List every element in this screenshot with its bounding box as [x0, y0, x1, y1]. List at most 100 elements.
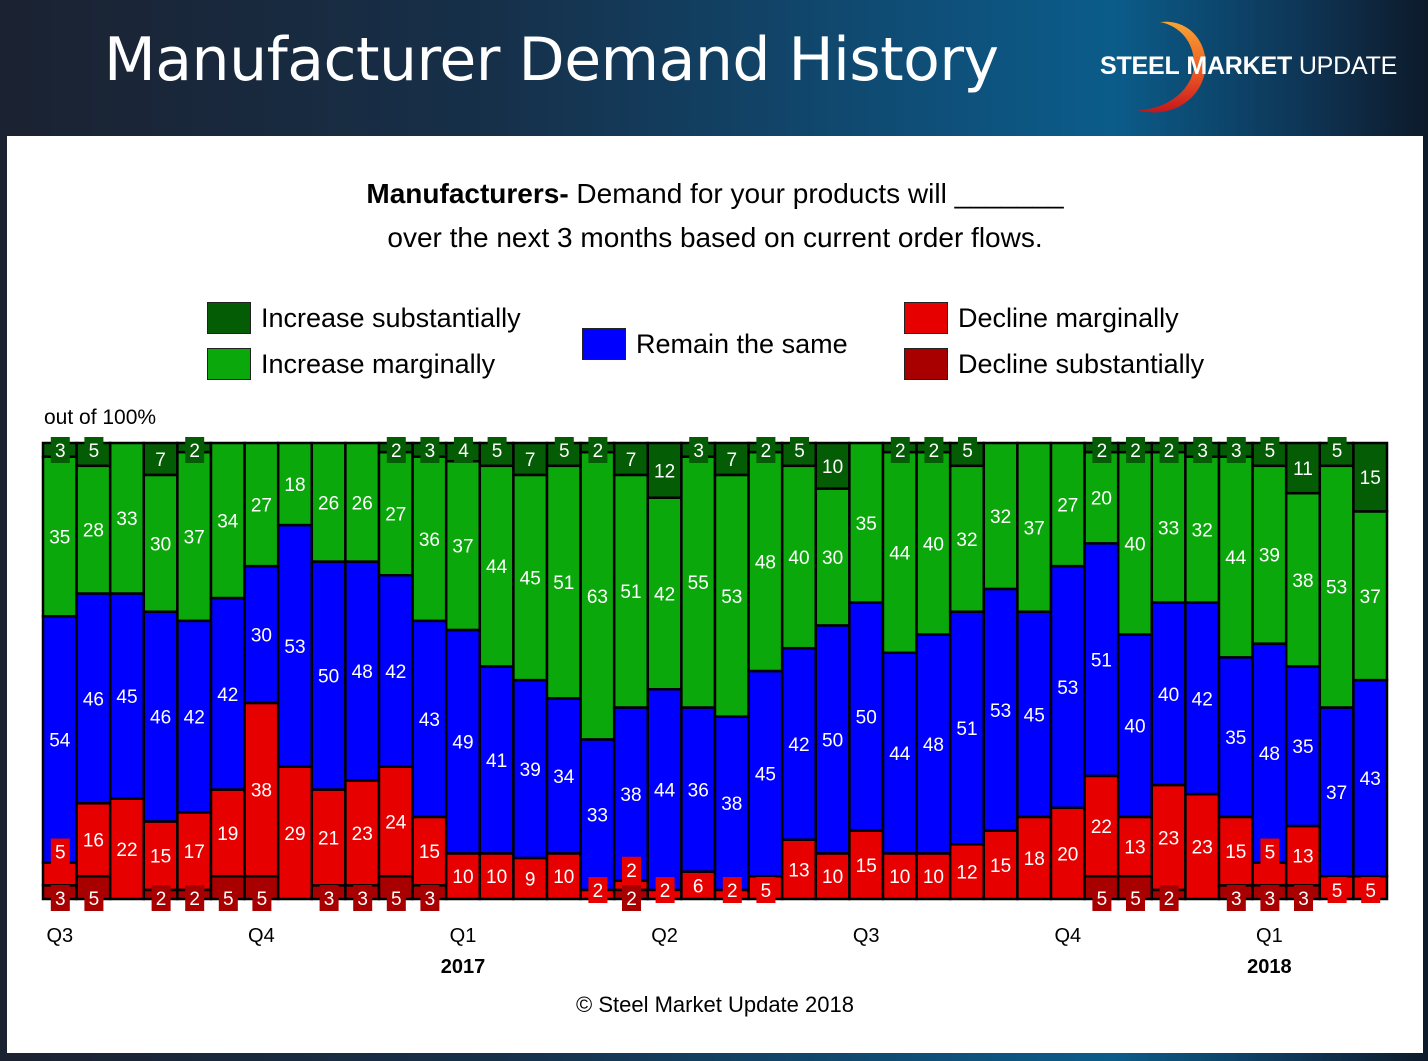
data-label: 5 [1265, 441, 1276, 462]
bars [41, 441, 1389, 901]
data-label-box [722, 877, 742, 903]
data-label-box [386, 437, 406, 463]
data-label: 35 [1292, 737, 1313, 758]
data-label: 2 [626, 861, 637, 882]
data-label: 40 [1158, 685, 1179, 706]
data-label: 2 [189, 889, 200, 910]
data-label: 43 [1360, 769, 1381, 790]
bar-segment-remain-same [881, 651, 918, 855]
data-label-box [50, 838, 70, 865]
data-label: 2 [727, 881, 738, 902]
data-label: 10 [553, 867, 574, 888]
data-label: 5 [89, 889, 100, 910]
logo-word-market: MARKET [1186, 52, 1293, 80]
data-label-box [689, 437, 709, 463]
legend-swatch-icon [904, 302, 948, 334]
data-label: 37 [1360, 587, 1381, 608]
data-label: 45 [520, 569, 541, 590]
bar-5 [176, 441, 213, 901]
data-label: 12 [654, 461, 675, 482]
data-label-box [1327, 437, 1347, 463]
data-label: 5 [89, 441, 100, 462]
data-label: 27 [251, 496, 272, 517]
bar-segment-remain-same [1049, 564, 1086, 810]
stacked-bar-chart: 3554353516462852245332154630721742372519… [41, 437, 1389, 978]
bar-segment-remain-same [344, 560, 381, 782]
data-label: 2 [1164, 889, 1175, 910]
data-label: 15 [150, 847, 171, 868]
copyright: © Steel Market Update 2018 [576, 992, 854, 1017]
data-label-box [1092, 885, 1112, 911]
data-label: 3 [425, 889, 436, 910]
x-axis-ticks: Q3 Q4 Q1 2017 Q2 Q3 Q4 Q1 2018 [46, 925, 1291, 978]
data-label: 15 [1360, 468, 1381, 489]
data-label: 43 [419, 710, 440, 731]
bar-16 [545, 441, 582, 901]
data-label: 51 [1091, 651, 1112, 672]
data-label: 37 [1326, 783, 1347, 804]
x-tick-label: Q3 [853, 925, 880, 947]
bar-segment-remain-same [1284, 665, 1322, 828]
bar-segment-decline-marginally [41, 861, 78, 887]
data-label: 3 [1231, 889, 1242, 910]
data-label: 53 [284, 637, 305, 658]
bar-segment-increase-marginally [176, 450, 213, 623]
x-tick-label: Q2 [651, 925, 678, 947]
data-label: 5 [223, 889, 234, 910]
data-label-box [1260, 838, 1280, 865]
data-label: 53 [1057, 678, 1078, 699]
bar-segment-decline-marginally [512, 856, 549, 901]
x-tick-label: Q1 [450, 925, 477, 947]
logo-text: STEEL MARKET UPDATE [1100, 52, 1397, 81]
bar-3 [108, 441, 146, 901]
data-label: 5 [492, 441, 503, 462]
data-label-box [1126, 437, 1145, 463]
chart-question: Manufacturers- Demand for your products … [7, 172, 1423, 260]
data-label-box [319, 885, 339, 911]
data-label-box [50, 885, 70, 911]
x-year-label: 2018 [1247, 956, 1292, 978]
bar-segment-increase-marginally [915, 450, 952, 636]
bar-segment-decline-marginally [814, 852, 851, 901]
data-label: 37 [1024, 518, 1045, 539]
data-label-box [756, 877, 776, 903]
data-label: 17 [184, 842, 205, 863]
bar-segment-remain-same [612, 706, 650, 883]
bar-segment-decline-marginally [478, 852, 515, 901]
data-label: 5 [1130, 889, 1141, 910]
bar-19 [646, 441, 683, 901]
data-label-box [420, 437, 440, 463]
data-label-box [151, 885, 171, 911]
data-label-box [84, 437, 104, 463]
data-label: 26 [318, 493, 339, 514]
data-label-box [1193, 437, 1213, 463]
data-label: 2 [593, 881, 604, 902]
data-label: 5 [962, 441, 973, 462]
data-label: 4 [458, 441, 469, 462]
bar-31 [1049, 441, 1086, 901]
data-label: 15 [990, 856, 1011, 877]
data-label: 35 [1225, 728, 1246, 749]
data-label: 2 [761, 441, 772, 462]
question-bold: Manufacturers- [366, 178, 569, 209]
data-label: 18 [1024, 849, 1045, 870]
data-label: 40 [1124, 534, 1145, 555]
bar-23 [780, 441, 818, 901]
data-label: 38 [721, 794, 742, 815]
data-label: 46 [83, 689, 104, 710]
data-label-box [185, 437, 205, 463]
data-label-box [454, 437, 473, 463]
data-label-box [958, 437, 977, 463]
data-label: 53 [1326, 578, 1347, 599]
data-label-box [487, 437, 507, 463]
bar-segment-increase-marginally [713, 473, 750, 718]
data-label: 63 [587, 587, 608, 608]
bar-29 [982, 441, 1019, 901]
data-label: 7 [525, 450, 536, 471]
data-label: 3 [1298, 889, 1309, 910]
bar-segment-increase-marginally [780, 464, 818, 650]
data-label: 42 [654, 584, 675, 605]
bar-segment-remain-same [411, 619, 448, 819]
data-label: 13 [1124, 838, 1145, 859]
data-label-box [790, 437, 809, 463]
